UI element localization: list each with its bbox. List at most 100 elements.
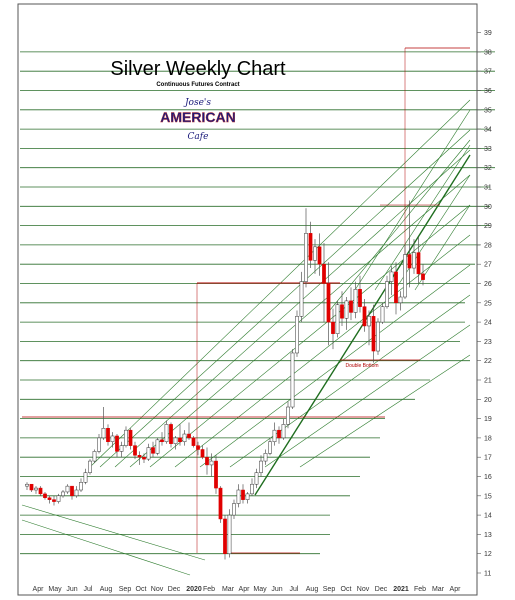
candle-body [43, 493, 47, 498]
candle-body [232, 503, 236, 516]
y-tick-label: 36 [484, 88, 492, 95]
candle-body [322, 263, 326, 284]
y-tick-label: 24 [484, 320, 492, 327]
y-axis: 11 12 13 14 15 16 17 18 19 20 21 22 23 24 25 26 27 28 29 30… [476, 4, 492, 595]
candle-body [277, 429, 281, 439]
candle-body [263, 453, 268, 462]
x-tick-label: May [48, 586, 62, 593]
candle-body [236, 489, 241, 504]
candle-body [92, 451, 97, 462]
y-tick-label: 35 [484, 107, 492, 114]
x-tick-label: 2020 [186, 586, 202, 593]
candle-body [25, 483, 29, 487]
y-tick-label: 30 [484, 204, 492, 211]
candle-body [133, 445, 137, 456]
candle-body [214, 460, 218, 489]
candle-body [223, 518, 227, 554]
x-tick-label: Jul [84, 586, 93, 593]
candle-body [340, 304, 344, 319]
x-tick-label: Mar [432, 586, 445, 593]
candle-body [371, 316, 376, 352]
candle-body [88, 460, 92, 473]
y-tick-label: 11 [484, 571, 491, 578]
x-tick-label: Jun [66, 586, 77, 593]
fan-line-3 [129, 174, 471, 468]
y-tick-label: 25 [484, 300, 492, 307]
x-tick-label: Mar [222, 586, 235, 593]
x-tick-label: Oct [136, 586, 147, 593]
candle-body [376, 321, 380, 352]
candle-body [128, 429, 133, 446]
candle-body [142, 456, 146, 460]
x-tick-label: Apr [239, 586, 251, 593]
y-tick-label: 27 [484, 262, 492, 269]
candle-body [164, 424, 169, 443]
candle-body [308, 233, 313, 261]
candle-body [326, 283, 331, 323]
y-tick-label: 26 [484, 281, 492, 288]
x-tick-label: Apr [33, 586, 45, 593]
y-tick-label: 33 [484, 146, 492, 153]
x-axis: Apr May Jun Jul Aug Sep Oct Nov Dec 2020 Feb Mar Apr… [33, 586, 462, 593]
candle-body [380, 306, 385, 323]
candle-body [124, 429, 128, 446]
y-tick-label: 32 [484, 165, 492, 172]
candle-body [205, 456, 209, 466]
fan-line-6 [199, 264, 471, 468]
y-tick-label: 15 [484, 493, 492, 500]
candle-body [83, 472, 88, 483]
candle-body [286, 406, 290, 425]
y-tick-label: 28 [484, 242, 492, 249]
candle-body [245, 493, 250, 500]
x-tick-label: Jul [290, 586, 299, 593]
y-tick-label: 34 [484, 127, 492, 134]
candle-body [353, 289, 358, 313]
candle-body [416, 252, 421, 275]
candle-body [110, 435, 115, 443]
x-tick-label: Feb [414, 586, 426, 593]
candle-body [160, 439, 164, 443]
candle-body [79, 482, 83, 491]
candle-body [29, 483, 34, 491]
y-tick-label: 12 [484, 551, 492, 558]
candle-body [173, 437, 178, 444]
x-tick-label: Nov [357, 586, 370, 593]
y-tick-label: 14 [484, 513, 492, 520]
candle-body [97, 437, 101, 452]
y-tick-label: 17 [484, 455, 492, 462]
candle-body [367, 316, 371, 327]
candle-body [227, 514, 232, 554]
candle-body [385, 281, 389, 307]
fan-line-10 [354, 109, 471, 291]
x-tick-label: Nov [151, 586, 164, 593]
candle-body [70, 485, 74, 497]
y-tick-label: 29 [484, 223, 492, 230]
x-tick-label: May [253, 586, 267, 593]
trend-fan-lines [21, 99, 471, 576]
annotation-lines [22, 47, 470, 554]
candle-body [398, 296, 403, 304]
annotation-double-bottom: Double Bottom [345, 363, 378, 369]
candle-body [344, 300, 349, 319]
y-tick-label: 21 [484, 378, 492, 385]
candle-body [281, 424, 286, 439]
candle-body [295, 316, 299, 354]
candle-body [115, 435, 119, 452]
y-tick-label: 18 [484, 435, 492, 442]
fan-line-11 [374, 144, 471, 291]
candle-body [178, 437, 182, 443]
candle-body [358, 289, 362, 307]
candle-body [259, 460, 263, 473]
candle-body [137, 455, 142, 458]
candle-body [412, 252, 416, 269]
y-tick-label: 22 [484, 358, 492, 365]
candle-body [421, 273, 425, 280]
plot-border [17, 3, 478, 596]
candle-body [299, 281, 304, 317]
y-tick-label: 13 [484, 532, 492, 539]
candle-body [209, 460, 214, 466]
candle-body [200, 449, 205, 458]
chart-title: Silver Weekly Chart [110, 58, 286, 80]
candle-body [34, 487, 38, 491]
y-tick-label: 23 [484, 339, 492, 346]
